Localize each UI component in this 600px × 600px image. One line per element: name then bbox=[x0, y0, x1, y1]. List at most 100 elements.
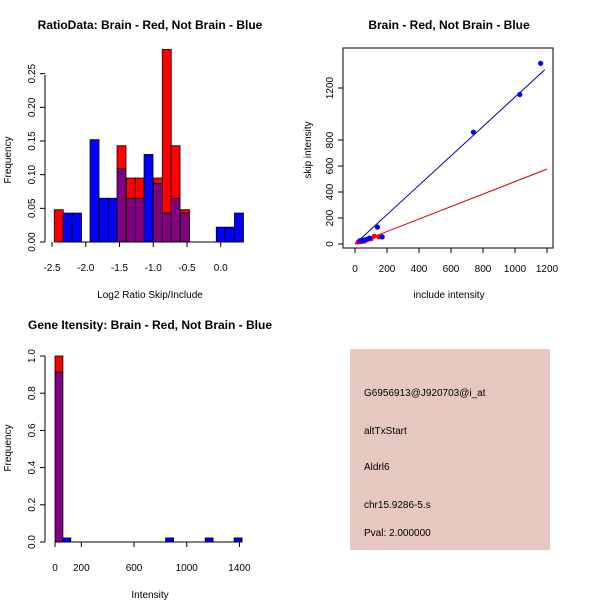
intensity-scatter-ylabel: skip intensity bbox=[303, 121, 314, 178]
ratio-histogram-bar-brain bbox=[161, 49, 172, 214]
pval-text: Pval: 2.000000 bbox=[364, 528, 431, 539]
intensity-scatter-xlabel: include intensity bbox=[413, 290, 484, 301]
location-text: chr15.9286-5.s bbox=[364, 500, 431, 511]
intensity-scatter-frame bbox=[342, 47, 554, 249]
intensity-scatter-fit-lines bbox=[354, 69, 548, 245]
intensity-histogram-bar-not-brain bbox=[204, 537, 214, 543]
intensity-histogram-xlabel: Intensity bbox=[131, 590, 168, 600]
intensity-histogram-ticks: 0 200 600 1000 1400 0.0 0.2 0.4 0.6 0.8 1.0 bbox=[27, 349, 251, 574]
intensity-histogram-y-tick-label: 1.0 bbox=[27, 349, 38, 363]
ratio-histogram-x-tick-label: -1.0 bbox=[145, 263, 163, 274]
ratio-histogram-bar-overlap bbox=[153, 183, 163, 243]
intensity-scatter-y-tick-label: 400 bbox=[325, 183, 336, 200]
ratio-histogram-y-tick-label: 0.05 bbox=[27, 198, 38, 218]
ratio-histogram-bar-overlap bbox=[134, 197, 145, 243]
ratio-histogram-y-tick-label: 0.00 bbox=[27, 232, 38, 252]
intensity-histogram-x-tick-label: 600 bbox=[126, 563, 143, 574]
brain-point bbox=[371, 233, 377, 239]
ratio-histogram-y-tick-label: 0.15 bbox=[27, 131, 38, 151]
ratio-histogram-bar-not-brain bbox=[89, 139, 100, 243]
intensity-histogram-y-tick-label: 0.0 bbox=[27, 535, 38, 549]
intensity-histogram-y-tick-label: 0.4 bbox=[27, 460, 38, 474]
intensity-scatter-x-tick-label: 200 bbox=[379, 264, 396, 275]
intensity-scatter-title: Brain - Red, Not Brain - Blue bbox=[368, 18, 530, 32]
ratio-histogram-bar-overlap bbox=[161, 212, 172, 243]
brain-fit-line bbox=[354, 168, 548, 245]
ratio-histogram-y-tick-label: 0.25 bbox=[27, 63, 38, 83]
ratio-histogram-bar-overlap bbox=[116, 168, 127, 243]
intensity-scatter-y-tick-label: 200 bbox=[325, 209, 336, 226]
intensity-histogram-bar-brain bbox=[54, 355, 64, 373]
ratio-histogram-bar-overlap bbox=[170, 197, 181, 243]
intensity-histogram-title: Gene Itensity: Brain - Red, Not Brain - … bbox=[28, 318, 272, 332]
ratio-histogram-bar-brain bbox=[153, 177, 163, 184]
not-brain-point bbox=[470, 129, 476, 135]
intensity-histogram-ylabel: Frequency bbox=[3, 424, 14, 471]
intensity-histogram-panel: Gene Itensity: Brain - Red, Not Brain - … bbox=[3, 318, 272, 600]
not-brain-point bbox=[379, 234, 385, 240]
info-panel: G6956913@J920703@i_at altTxStart Aldrl6 … bbox=[350, 349, 550, 550]
intensity-histogram-bar-not-brain bbox=[165, 537, 174, 543]
ratio-histogram-bar-brain bbox=[53, 209, 64, 243]
intensity-scatter-x-tick-label: 1200 bbox=[536, 264, 559, 275]
ratio-histogram-bar-brain bbox=[126, 177, 136, 199]
ratio-histogram-y-tick-label: 0.20 bbox=[27, 97, 38, 117]
ratio-histogram-panel: RatioData: Brain - Red, Not Brain - Blue… bbox=[3, 18, 263, 301]
ratio-histogram-y-tick-label: 0.10 bbox=[27, 164, 38, 184]
intensity-histogram-x-tick-label: 0 bbox=[52, 563, 58, 574]
ratio-histogram-x-tick-label: -0.5 bbox=[178, 263, 196, 274]
ratio-histogram-bar-not-brain bbox=[234, 212, 244, 243]
intensity-scatter-x-tick-label: 800 bbox=[475, 264, 492, 275]
ratio-histogram-bar-brain bbox=[134, 177, 145, 199]
ratio-histogram-bar-overlap bbox=[180, 212, 190, 243]
ratio-histogram-xlabel: Log2 Ratio Skip/Include bbox=[97, 290, 203, 301]
ratio-histogram-bar-not-brain bbox=[99, 197, 109, 243]
ratio-histogram-bar-not-brain bbox=[62, 212, 73, 243]
intensity-scatter-y-tick-label: 800 bbox=[325, 131, 336, 148]
not-brain-point bbox=[517, 91, 523, 98]
intensity-histogram-y-tick-label: 0.2 bbox=[27, 497, 38, 511]
intensity-scatter-x-tick-label: 1000 bbox=[504, 264, 527, 275]
ratio-histogram-title: RatioData: Brain - Red, Not Brain - Blue bbox=[38, 18, 263, 32]
intensity-histogram-x-tick-label: 1000 bbox=[176, 563, 199, 574]
intensity-histogram-x-tick-label: 200 bbox=[73, 563, 90, 574]
ratio-histogram-bar-brain bbox=[116, 145, 127, 170]
ratio-histogram-x-tick-label: -2.0 bbox=[77, 263, 95, 274]
probe-id-text: G6956913@J920703@i_at bbox=[364, 388, 486, 399]
ratio-histogram-x-tick-label: -1.5 bbox=[111, 263, 129, 274]
info-panel-background bbox=[350, 349, 550, 550]
ratio-histogram-ylabel: Frequency bbox=[3, 136, 14, 183]
event-type-text: altTxStart bbox=[364, 426, 407, 437]
ratio-histogram-bar-brain bbox=[170, 145, 181, 199]
ratio-histogram-x-tick-label: -2.5 bbox=[43, 263, 61, 274]
intensity-scatter-ticks: 0 200 400 600 800 1000 1200 0 200 400 600 800 1200 bbox=[325, 76, 559, 275]
ratio-histogram-bar-overlap bbox=[126, 197, 136, 243]
intensity-scatter-x-tick-label: 600 bbox=[443, 264, 460, 275]
intensity-histogram-bar-not-brain bbox=[62, 537, 72, 543]
not-brain-point bbox=[374, 224, 380, 230]
ratio-histogram-bar-brain bbox=[180, 209, 190, 214]
ratio-histogram-bar-not-brain bbox=[215, 226, 226, 243]
intensity-scatter-y-tick-label: 1200 bbox=[325, 76, 336, 99]
ratio-histogram-bar-not-brain bbox=[143, 154, 154, 243]
intensity-scatter-x-tick-label: 400 bbox=[411, 264, 428, 275]
intensity-scatter-points bbox=[355, 60, 544, 245]
intensity-scatter-y-tick-label: 0 bbox=[325, 241, 336, 247]
ratio-histogram-bars bbox=[53, 49, 244, 243]
ratio-histogram-bar-not-brain bbox=[224, 226, 235, 243]
ratio-histogram-bar-not-brain bbox=[72, 212, 82, 243]
not-brain-point bbox=[538, 60, 544, 66]
not-brain-point bbox=[366, 235, 372, 241]
intensity-scatter-x-tick-label: 0 bbox=[352, 264, 358, 275]
intensity-histogram-bars bbox=[54, 355, 243, 543]
not-brain-fit-line bbox=[354, 69, 546, 245]
intensity-histogram-y-tick-label: 0.6 bbox=[27, 423, 38, 437]
intensity-histogram-bar-not-brain bbox=[233, 537, 243, 543]
intensity-histogram-bar-overlap bbox=[54, 371, 64, 543]
gene-name-text: Aldrl6 bbox=[364, 462, 390, 473]
intensity-histogram-y-tick-label: 0.8 bbox=[27, 386, 38, 400]
ratio-histogram-ticks: -2.5 -2.0 -1.5 -1.0 -0.5 0.0 0.00 0.05 0.10 0.15 0… bbox=[27, 63, 228, 274]
ratio-histogram-x-tick-label: 0.0 bbox=[214, 263, 228, 274]
ratio-histogram-bar-not-brain bbox=[107, 197, 118, 243]
intensity-histogram-x-tick-label: 1400 bbox=[228, 563, 251, 574]
